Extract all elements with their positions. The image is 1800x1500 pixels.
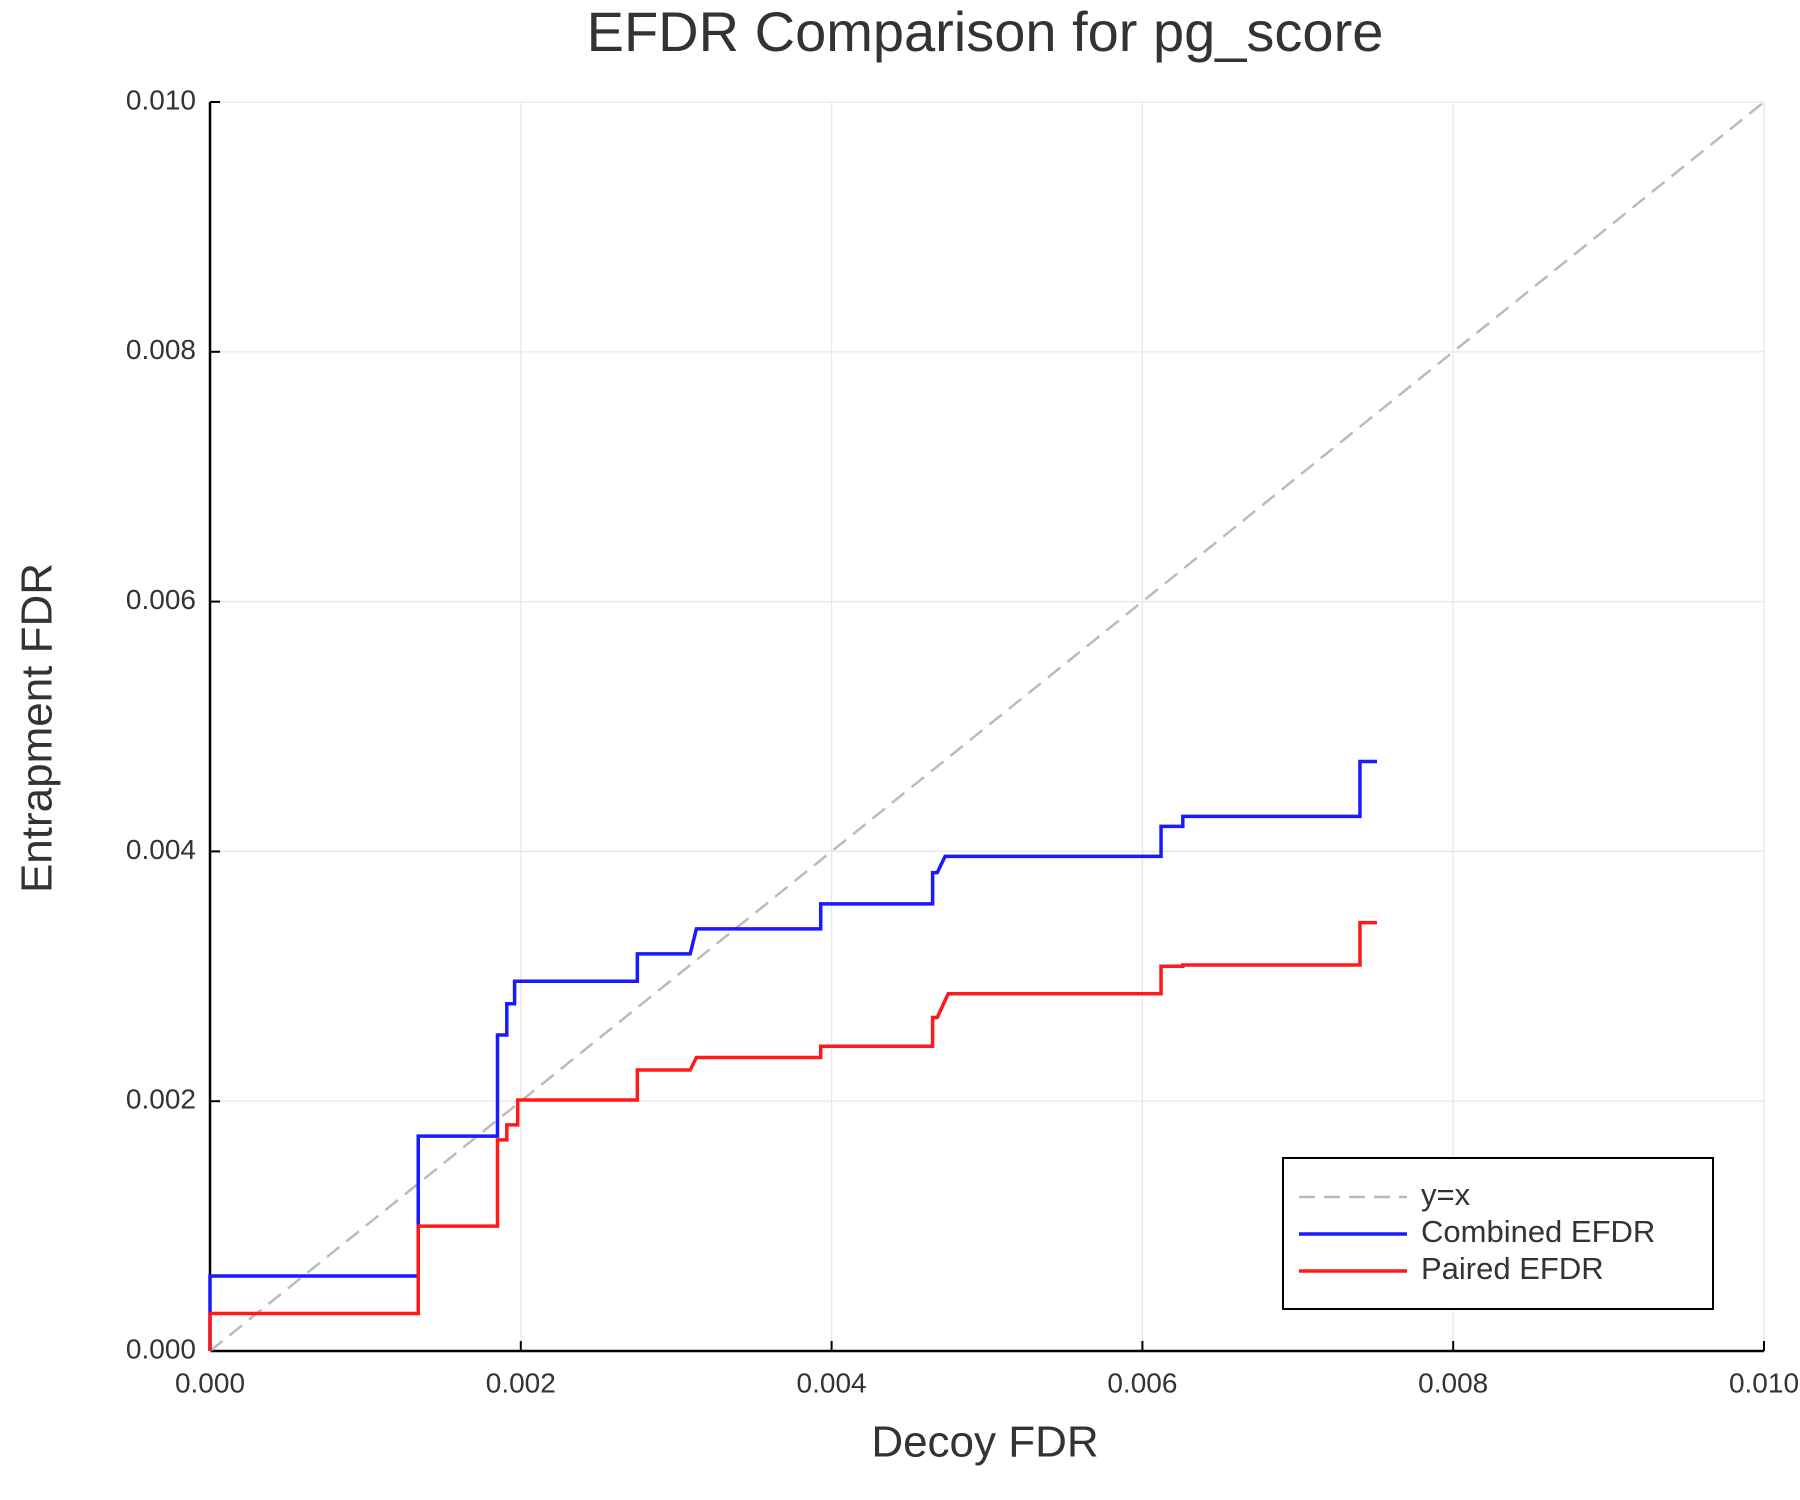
y-tick-label: 0.004 [126,834,196,865]
y-tick-label: 0.006 [126,584,196,615]
series-line [209,101,1765,1352]
y-tick-label: 0.010 [126,84,196,115]
x-tick-label: 0.008 [1418,1367,1488,1398]
y-tick-label: 0.000 [126,1333,196,1364]
series-line [208,759,1378,1351]
x-tick-label: 0.000 [175,1367,245,1398]
x-tick-label: 0.002 [486,1367,556,1398]
legend-label: Paired EFDR [1421,1251,1604,1286]
legend-label: Combined EFDR [1421,1214,1655,1249]
legend-label: y=x [1421,1177,1471,1212]
x-tick-label: 0.010 [1729,1367,1799,1398]
series-line [208,920,1378,1351]
y-tick-label: 0.008 [126,334,196,365]
y-axis-label: Entrapment FDR [13,563,62,893]
x-tick-label: 0.004 [797,1367,867,1398]
x-tick-label: 0.006 [1107,1367,1177,1398]
x-axis-label: Decoy FDR [871,1418,1098,1467]
y-tick-label: 0.002 [126,1084,196,1115]
chart-title: EFDR Comparison for pg_score [587,0,1384,63]
